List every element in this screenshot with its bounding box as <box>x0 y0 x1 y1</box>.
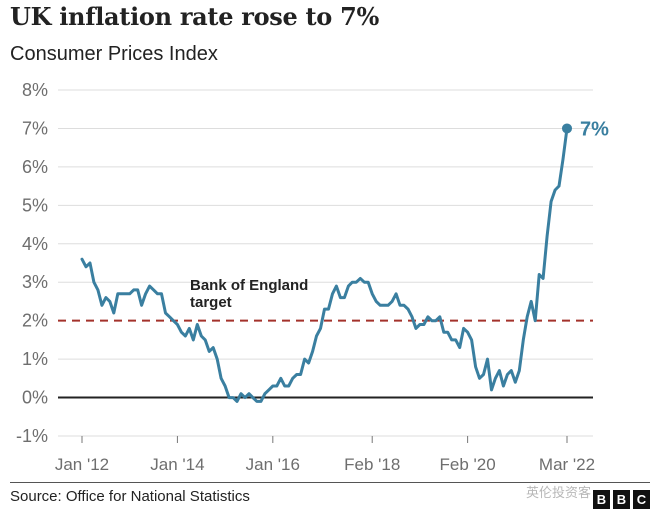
target-annotation-line1: Bank of England <box>190 277 308 294</box>
logo-letter: C <box>633 490 650 509</box>
source-note: Source: Office for National Statistics <box>10 488 250 505</box>
x-tick-label: Mar '22 <box>539 455 595 474</box>
cpi-series-line <box>80 126 569 403</box>
logo-letter: B <box>613 490 630 509</box>
target-annotation-line2: target <box>190 294 232 311</box>
logo-letter: B <box>593 490 610 509</box>
y-tick-label: 7% <box>22 118 48 138</box>
x-axis: Jan '12 Jan '14 Jan '16 Feb '18 Feb '20 Mar '… <box>55 436 595 474</box>
y-tick-label: -1% <box>16 426 48 446</box>
latest-value-marker <box>562 123 572 134</box>
bbc-logo: B B C <box>593 490 650 509</box>
y-tick-label: 0% <box>22 388 48 408</box>
chart-title: UK inflation rate rose to 7% <box>10 2 379 31</box>
latest-value-label: 7% <box>580 118 609 140</box>
chart-subtitle: Consumer Prices Index <box>10 43 218 65</box>
y-axis-labels: -1% 0% 1% 2% 3% 4% 5% 6% 7% 8% <box>16 80 48 446</box>
y-tick-label: 4% <box>22 234 48 254</box>
gridlines <box>58 89 593 437</box>
y-tick-label: 1% <box>22 349 48 369</box>
footer-divider <box>10 482 650 483</box>
y-tick-label: 5% <box>22 195 48 215</box>
x-tick-label: Jan '12 <box>55 455 109 474</box>
y-tick-label: 3% <box>22 272 48 292</box>
line-chart: -1%0%1%2%3%4%5%6%7%8% Jan '12 Jan '14 Jan … <box>16 80 609 474</box>
y-tick-label: 2% <box>22 311 48 331</box>
y-tick-label: 8% <box>22 80 48 100</box>
x-tick-label: Jan '16 <box>246 455 300 474</box>
x-tick-label: Feb '20 <box>440 455 496 474</box>
x-tick-label: Feb '18 <box>344 455 400 474</box>
watermark: 英伦投资客 <box>526 486 592 501</box>
y-tick-label: 6% <box>22 157 48 177</box>
x-tick-label: Jan '14 <box>150 455 204 474</box>
